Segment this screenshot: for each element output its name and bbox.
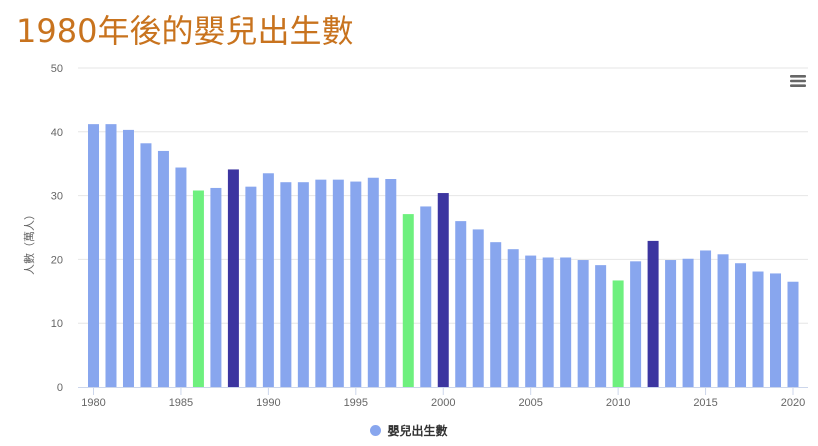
bar-2010[interactable] [612, 280, 624, 387]
bar-2017[interactable] [735, 263, 747, 387]
bar-1994[interactable] [332, 179, 344, 387]
bar-1990[interactable] [262, 173, 274, 387]
axes [78, 387, 808, 395]
bar-2011[interactable] [630, 261, 642, 387]
bar-2014[interactable] [682, 258, 694, 387]
bar-2007[interactable] [560, 257, 572, 387]
bar-2003[interactable] [490, 242, 502, 387]
bar-1986[interactable] [192, 190, 204, 387]
bar-1991[interactable] [280, 182, 292, 387]
bar-2018[interactable] [752, 271, 764, 387]
bar-1982[interactable] [122, 129, 134, 388]
x-tick-label: 1995 [344, 397, 368, 409]
hamburger-menu-icon [790, 75, 806, 87]
bar-2004[interactable] [507, 249, 519, 387]
legend-label: 嬰兒出生數 [387, 424, 448, 438]
bar-1984[interactable] [157, 150, 169, 387]
bar-2002[interactable] [472, 229, 484, 387]
x-tick-label: 2020 [781, 397, 805, 409]
y-tick-label: 30 [51, 191, 63, 203]
x-tick-label: 2005 [518, 397, 542, 409]
bar-1987[interactable] [210, 187, 222, 387]
y-axis-title: 人數（萬人） [23, 209, 36, 275]
bar-1989[interactable] [245, 186, 257, 387]
bar-2015[interactable] [700, 250, 712, 387]
x-tick-label: 2015 [693, 397, 717, 409]
x-tick-label: 1980 [81, 397, 105, 409]
bar-2019[interactable] [770, 273, 782, 387]
bar-1993[interactable] [315, 179, 327, 387]
x-tick-label: 2000 [431, 397, 455, 409]
bar-1985[interactable] [175, 167, 187, 387]
bar-1983[interactable] [140, 143, 152, 387]
bar-1980[interactable] [88, 124, 99, 388]
x-tick-label: 2010 [606, 397, 630, 409]
bar-2009[interactable] [595, 265, 607, 387]
bar-2001[interactable] [455, 221, 467, 387]
legend-item[interactable]: 嬰兒出生數 [370, 422, 448, 439]
x-tick-label: 1985 [169, 397, 193, 409]
bar-1988[interactable] [227, 169, 239, 387]
x-tick-labels: 1980 1985 1990 1995 2000 2005 2010 2015 2020 [81, 397, 805, 409]
bar-2020[interactable] [787, 281, 799, 387]
legend: 嬰兒出生數 [0, 422, 818, 439]
legend-marker [370, 425, 382, 436]
bar-1998[interactable] [402, 214, 414, 387]
page-title: 1980年後的嬰兒出生數 [16, 12, 354, 50]
y-tick-label: 10 [51, 318, 63, 330]
bar-1996[interactable] [367, 177, 379, 387]
y-tick-labels: 0 10 20 30 40 50 [51, 63, 63, 394]
bar-2000[interactable] [437, 193, 449, 387]
y-tick-label: 0 [57, 382, 63, 394]
bars [88, 124, 799, 388]
y-tick-label: 40 [51, 127, 63, 139]
chart-menu-button[interactable] [788, 73, 808, 89]
bar-1992[interactable] [297, 182, 309, 387]
y-tick-label: 50 [51, 63, 63, 75]
bar-1981[interactable] [105, 124, 117, 388]
bar-1999[interactable] [420, 206, 432, 387]
bar-2013[interactable] [665, 260, 677, 387]
bar-2006[interactable] [542, 257, 554, 387]
bar-2012[interactable] [647, 240, 659, 387]
y-tick-label: 20 [51, 254, 63, 266]
x-tick-label: 1990 [256, 397, 280, 409]
bar-1997[interactable] [385, 179, 397, 387]
bar-2016[interactable] [717, 254, 729, 387]
bar-2005[interactable] [525, 255, 537, 387]
bar-1995[interactable] [350, 181, 362, 387]
bar-2008[interactable] [577, 260, 589, 387]
